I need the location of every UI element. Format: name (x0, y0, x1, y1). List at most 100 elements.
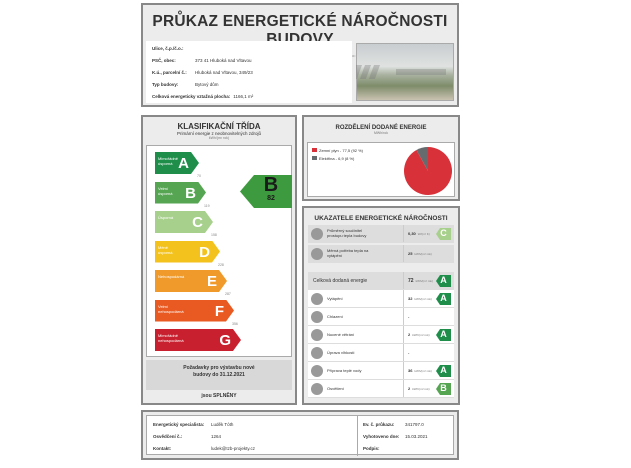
info-value: Bytový dům (195, 82, 219, 87)
contact-email[interactable]: ludek@tzb-projekty.cz (211, 446, 256, 451)
indicator-number: - (408, 314, 410, 319)
info-row: Typ budovy: Bytový dům (152, 82, 219, 87)
footer-content: Energetický specialista: Luděk Tóth Osvěd… (146, 415, 454, 456)
indicator-value: 2 kWh/(m² rok) (408, 386, 430, 391)
indicator-label: Úprava vlhkosti (327, 350, 355, 355)
current-class-value: 82 (267, 195, 275, 202)
class-threshold: 228 (218, 262, 224, 267)
indicator-row: Vytápění 32 kWh/(m² rok) A (308, 290, 454, 308)
divider (403, 362, 404, 379)
indicator-row: Průměrný součinitel prostupu tepla budov… (308, 225, 454, 243)
legend-item: Elektřina - 6,9 (8 %) (312, 156, 354, 161)
class-threshold: 119 (204, 203, 210, 208)
indicator-row: Chlazení - (308, 308, 454, 326)
info-value: 373 41 Hluboká nad Vltavou (195, 58, 252, 63)
fan-icon (311, 329, 323, 341)
thermometer-cold-icon (311, 311, 323, 323)
divider (403, 245, 404, 262)
class-bar-d: Méně úsporná D (155, 241, 220, 263)
indicator-label: Vytápění (327, 296, 343, 301)
indicator-value: 25 kWh/(m² rok) (408, 251, 432, 256)
indicator-value: 2 kWh/(m² rok) (408, 332, 430, 337)
humidity-icon (311, 347, 323, 359)
ev-label: Ev. č. průkazu: (363, 422, 395, 427)
indicator-value: 36 kWh/(m² rok) (408, 368, 432, 373)
legend-label: Elektřina - 6,9 (8 %) (319, 156, 355, 161)
class-bar-label: Velmi nehospodárná (158, 303, 184, 314)
pie-slice (416, 147, 428, 171)
legend-item: Zemní plyn - 77,5 (92 %) (312, 148, 363, 153)
indicator-label: Nucené větrání (327, 332, 355, 337)
indicator-class-badge: A (436, 293, 451, 305)
indicator-number: 25 (408, 251, 413, 256)
class-bar-a: Mimořádně úsporná A (155, 152, 199, 174)
info-label: K.ú., parcelní č.: (152, 70, 187, 75)
info-label: Ulice, č.p./č.o.: (152, 46, 184, 51)
class-bar-letter: E (206, 273, 217, 290)
class-bar-b: Velmi úsporná B (155, 182, 206, 204)
class-threshold: 287 (225, 292, 231, 296)
cert-number: 1264 (211, 434, 222, 439)
building-photo (356, 43, 454, 101)
divider (403, 308, 404, 325)
class-bar-letter: A (178, 155, 189, 172)
indicators-title: UKAZATELE ENERGETICKÉ NÁROČNOSTI (314, 215, 448, 222)
class-bar-letter: F (214, 302, 224, 320)
info-row: K.ú., parcelní č.: Hluboká nad Vltavou, 3… (152, 70, 253, 75)
house-icon (311, 228, 323, 240)
class-threshold: 356 (232, 321, 238, 326)
indicator-row: Celková dodaná energie 72 kWh/(m² rok) A (308, 272, 454, 290)
indicator-value: 0,30 W/(m² K) (408, 231, 430, 236)
classification-subtitle: Primární energie z neobnovitelných zdroj… (176, 131, 262, 136)
class-bar-label: Méně úsporná (158, 244, 173, 255)
legend-swatch (312, 148, 317, 152)
divider (403, 344, 404, 361)
divider (403, 380, 404, 397)
date-label: Vyhotoveno dne: (363, 434, 400, 439)
indicator-label: Celková dodaná energie (313, 278, 368, 284)
indicator-value: 72 kWh/(m² rok) (408, 278, 433, 284)
indicator-unit: kWh/(m² rok) (414, 369, 432, 373)
specialist-name: Luděk Tóth (211, 422, 234, 427)
class-bar-letter: B (185, 184, 196, 202)
indicator-label: Osvětlení (327, 386, 344, 391)
class-bar-label: Nehospodárná (158, 274, 185, 279)
class-bar-label: Mimořádně úsporná (158, 156, 179, 166)
indicator-unit: kWh/(m² rok) (414, 252, 432, 256)
indicator-unit: W/(m² K) (417, 232, 430, 236)
classification-unit: kWh/(m² rok) (208, 136, 230, 140)
indicator-label: Měrná potřeba tepla na vytápění (327, 248, 369, 258)
current-class-letter: B (263, 174, 279, 196)
indicator-number: 0,30 (408, 231, 416, 236)
indicator-class-badge: A (436, 275, 451, 287)
footer-panel: Energetický specialista: Luděk Tóth Osvěd… (141, 410, 459, 460)
radiator-icon (311, 248, 323, 260)
distribution-title: ROZDĚLENÍ DODANÉ ENERGIE (335, 125, 427, 131)
indicator-unit: kWh/(m² rok) (412, 333, 430, 337)
distribution-legend: Zemní plyn - 77,5 (92 %) Elektřina - 6,9 … (307, 142, 455, 197)
header-panel: PRŮKAZ ENERGETICKÉ NÁROČNOSTI BUDOVY vyd… (141, 3, 459, 107)
distribution-pie-chart (404, 147, 452, 195)
indicator-unit: kWh/(m² rok) (414, 297, 432, 301)
indicators-panel: UKAZATELE ENERGETICKÉ NÁROČNOSTI Průměrn… (302, 206, 460, 405)
indicator-class-badge: C (436, 228, 451, 240)
distribution-unit: MWh/rok (374, 131, 388, 135)
class-bar-e: Nehospodárná E (155, 270, 227, 292)
ev-number: 341797.0 (405, 422, 424, 427)
class-bar-label: Mimořádně nehospodárná (158, 333, 184, 343)
indicator-class-badge: B (436, 383, 451, 395)
faucet-icon (311, 365, 323, 377)
info-label: PSČ, obec: (152, 58, 176, 63)
bulb-icon (311, 383, 323, 395)
indicator-unit: kWh/(m² rok) (415, 279, 433, 283)
legend-label: Zemní plyn - 77,5 (92 %) (319, 148, 364, 153)
class-bar-label: Úsporná (158, 215, 174, 220)
divider (403, 290, 404, 307)
info-value: Hluboká nad Vltavou, 349/23 (195, 70, 253, 75)
class-bar-g: Mimořádně nehospodárná G (155, 329, 241, 351)
indicator-class-badge: A (436, 329, 451, 341)
info-value: 1166,1 m² (233, 94, 254, 99)
requirements-box: Požadavky pro výstavbu nové budovy do 31… (146, 360, 292, 390)
info-label: Celková energeticky vztažná plocha: (152, 94, 231, 99)
info-row: Ulice, č.p./č.o.: (152, 46, 195, 51)
